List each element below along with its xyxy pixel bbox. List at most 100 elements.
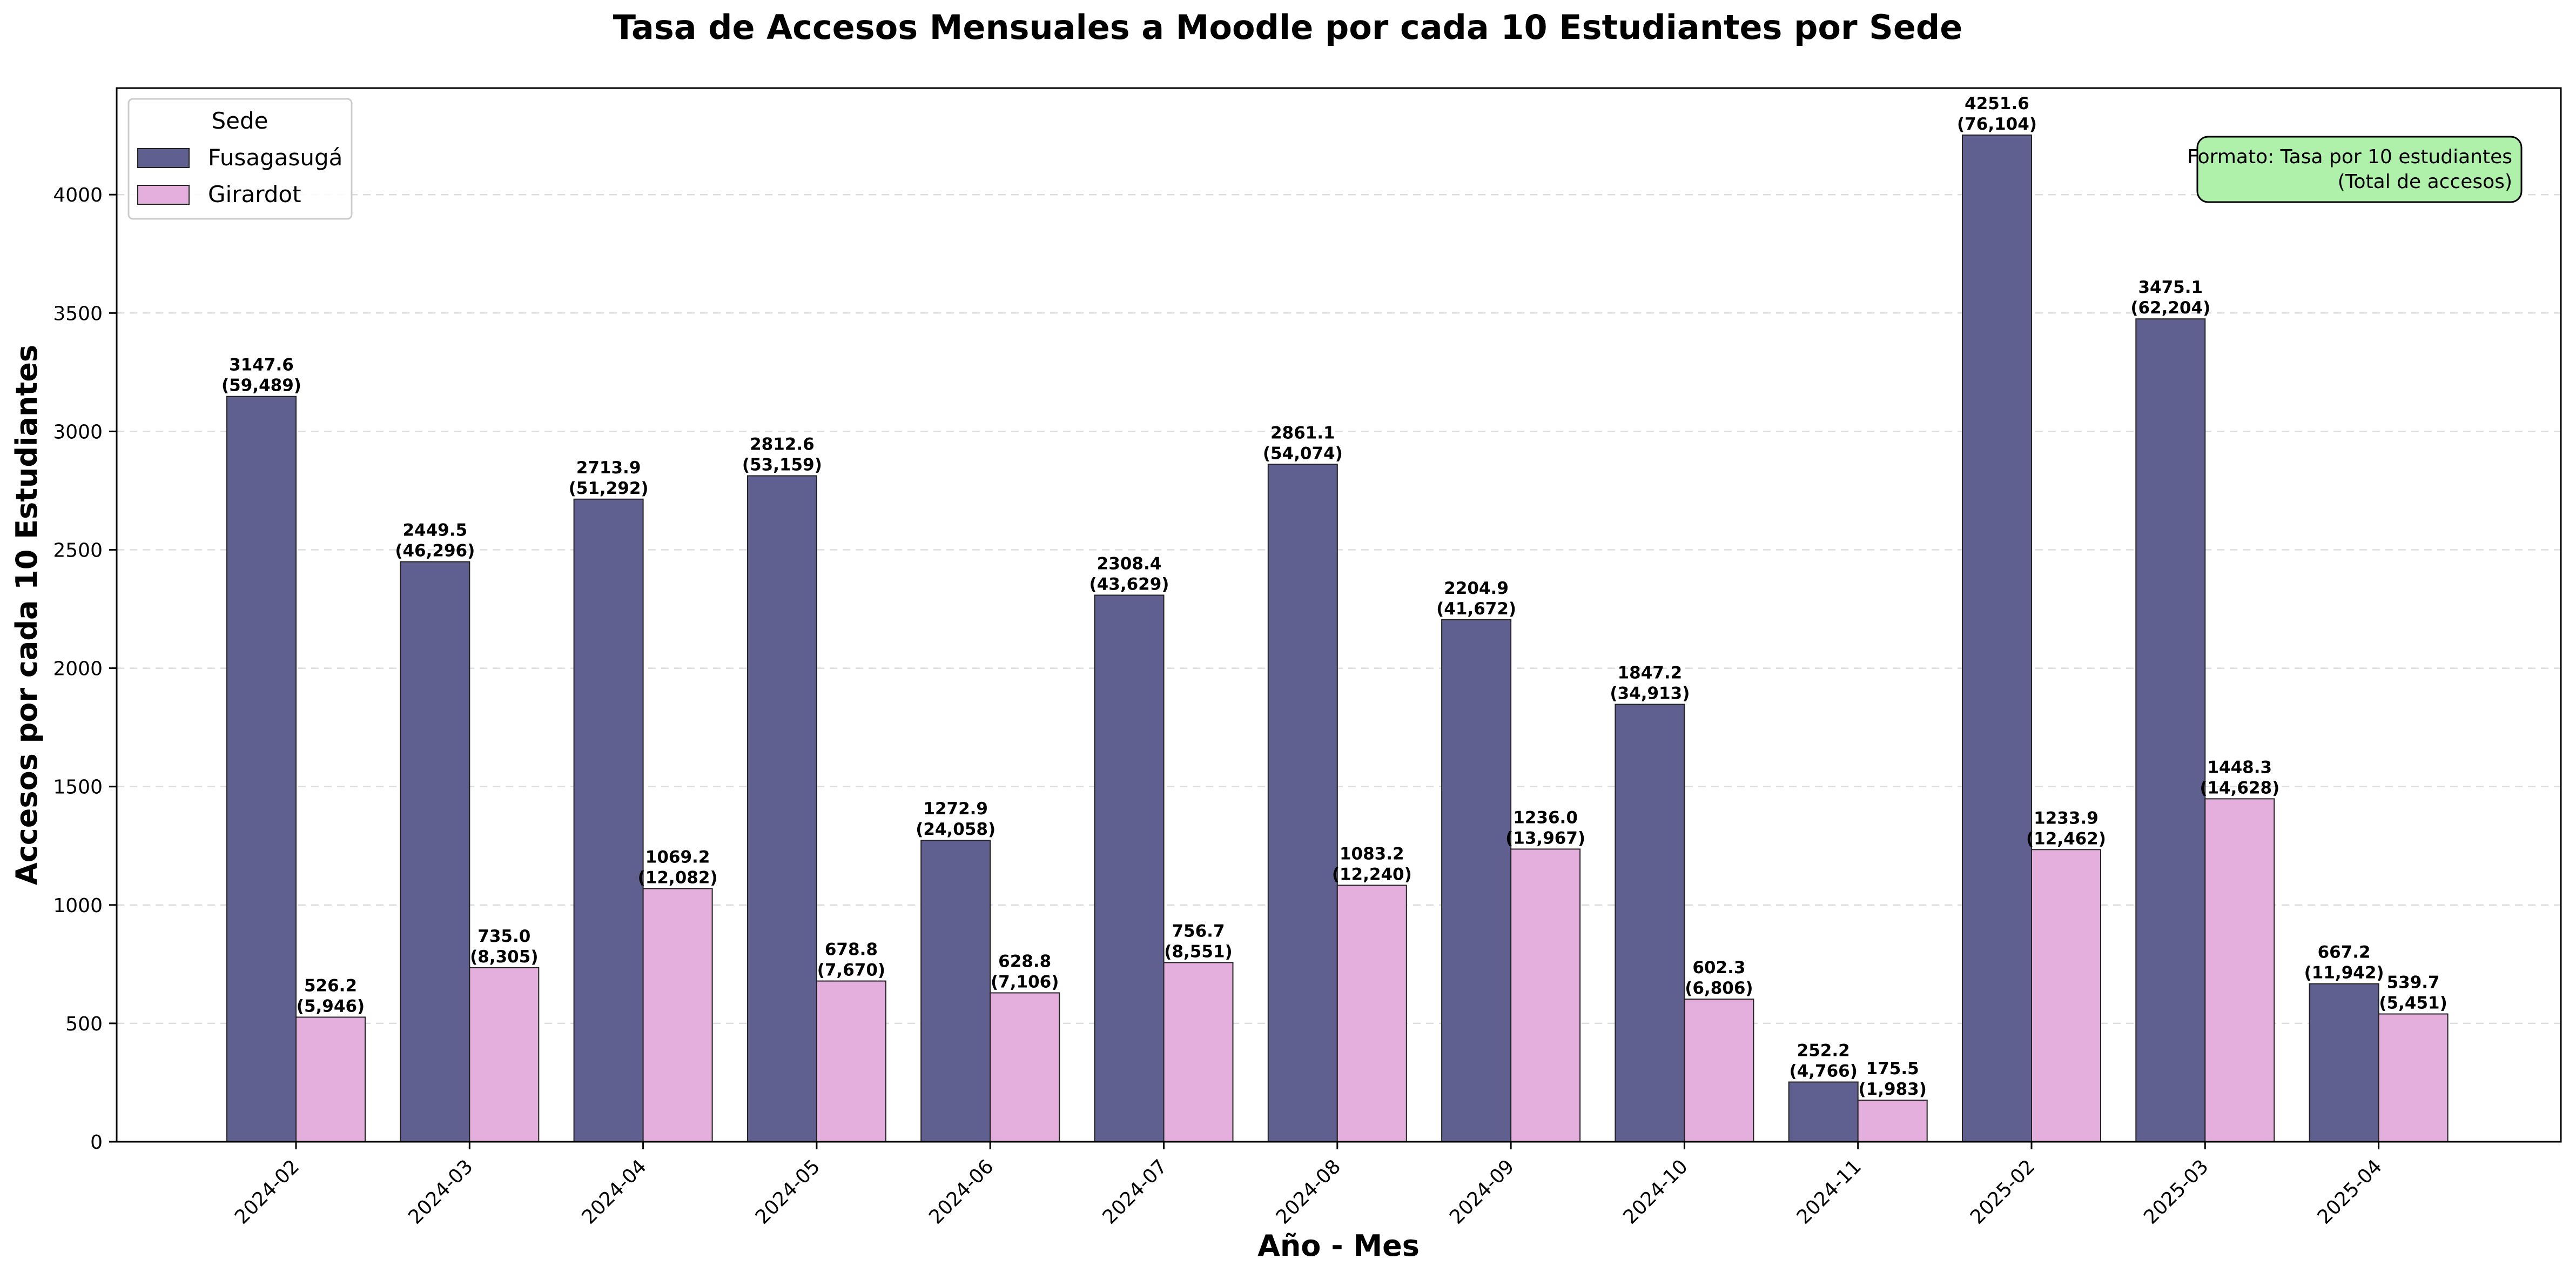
bar-fusagasuga-2024-09 bbox=[1441, 619, 1512, 1142]
bar-fusagasuga-2024-07 bbox=[1094, 594, 1165, 1143]
data-label-value: 2204.9 bbox=[1444, 579, 1509, 598]
data-label-value: 735.0 bbox=[477, 927, 530, 946]
bar-girardot-2024-03 bbox=[469, 967, 540, 1143]
bar-fusagasuga-2024-10 bbox=[1615, 704, 1685, 1143]
data-label-total: (4,766) bbox=[1789, 1061, 1857, 1081]
data-label-total: (34,913) bbox=[1610, 684, 1690, 704]
annotation-line-2: (Total de accesos) bbox=[2338, 171, 2512, 193]
bar-girardot-2024-04 bbox=[642, 888, 713, 1142]
bar-girardot-2024-07 bbox=[1163, 962, 1234, 1142]
data-label-total: (5,946) bbox=[297, 996, 365, 1016]
y-tick-label: 500 bbox=[65, 1013, 103, 1035]
data-label-total: (7,106) bbox=[991, 972, 1059, 992]
data-label-total: (13,967) bbox=[1505, 828, 1585, 848]
data-label-value: 1233.9 bbox=[2034, 808, 2099, 828]
data-label-value: 1847.2 bbox=[1618, 664, 1683, 683]
data-label-total: (53,159) bbox=[742, 456, 822, 475]
data-label-total: (5,451) bbox=[2379, 994, 2447, 1013]
x-axis-label: Año - Mes bbox=[1257, 1229, 1420, 1263]
bar-girardot-2024-06 bbox=[990, 992, 1060, 1142]
data-label-total: (62,204) bbox=[2130, 298, 2210, 318]
data-label-total: (41,672) bbox=[1436, 599, 1516, 619]
data-label-value: 4251.6 bbox=[1965, 94, 2029, 113]
bar-fusagasuga-2024-11 bbox=[1788, 1081, 1859, 1142]
bar-fusagasuga-2024-08 bbox=[1267, 464, 1338, 1142]
data-label-value: 1448.3 bbox=[2207, 758, 2272, 777]
data-label-total: (1,983) bbox=[1858, 1080, 1926, 1099]
data-label-value: 1069.2 bbox=[645, 847, 710, 867]
bar-fusagasuga-2024-05 bbox=[746, 475, 817, 1142]
y-axis-label: Accesos por cada 10 Estudiantes bbox=[10, 345, 44, 885]
x-axis: 2024-02 2024-03 2024-04 2024-05 2024-06 2024-… bbox=[231, 1142, 2386, 1229]
bar-fusagasuga-2025-03 bbox=[2135, 318, 2206, 1142]
data-label-total: (24,058) bbox=[916, 820, 996, 839]
data-label-total: (76,104) bbox=[1957, 115, 2037, 134]
data-label-total: (51,292) bbox=[569, 479, 649, 498]
x-tick-label: 2024-03 bbox=[404, 1155, 477, 1228]
chart-title: Tasa de Accesos Mensuales a Moodle por c… bbox=[613, 8, 1963, 47]
data-label-total: (8,305) bbox=[470, 947, 538, 967]
bar-girardot-2025-03 bbox=[2204, 798, 2275, 1142]
legend: Sede Fusagasugá Girardot bbox=[127, 98, 353, 220]
y-tick-label: 3500 bbox=[53, 303, 103, 325]
data-label-total: (46,296) bbox=[395, 541, 475, 561]
data-label-value: 1236.0 bbox=[1513, 808, 1578, 827]
data-label-value: 3147.6 bbox=[229, 356, 294, 375]
data-label-value: 539.7 bbox=[2387, 973, 2440, 993]
bar-girardot-2024-09 bbox=[1510, 848, 1581, 1143]
bar-girardot-2025-02 bbox=[2031, 849, 2101, 1142]
grid bbox=[117, 193, 2561, 1024]
y-tick-label: 3000 bbox=[53, 421, 103, 443]
data-label-value: 1083.2 bbox=[1340, 844, 1404, 863]
legend-label-girardot: Girardot bbox=[208, 181, 301, 207]
y-tick-label: 2000 bbox=[53, 658, 103, 680]
bar-fusagasuga-2024-04 bbox=[573, 498, 644, 1142]
data-label-value: 678.8 bbox=[825, 940, 878, 960]
data-label-total: (43,629) bbox=[1089, 574, 1169, 594]
y-tick-label: 0 bbox=[90, 1131, 103, 1154]
x-tick-label: 2024-11 bbox=[1793, 1155, 1866, 1228]
x-tick-label: 2024-09 bbox=[1445, 1155, 1518, 1228]
data-label-value: 2308.4 bbox=[1097, 554, 1162, 573]
data-label-total: (8,551) bbox=[1164, 942, 1232, 961]
bar-girardot-2024-10 bbox=[1684, 999, 1754, 1142]
legend-label-fusagasuga: Fusagasugá bbox=[208, 144, 342, 171]
data-labels: 3147.6(59,489) 526.2(5,946) 2449.5(46,296)… bbox=[221, 94, 2447, 1099]
bar-fusagasuga-2024-02 bbox=[226, 396, 297, 1142]
x-tick-label: 2024-04 bbox=[578, 1155, 651, 1228]
legend-swatch-girardot bbox=[137, 185, 190, 205]
x-tick-label: 2024-06 bbox=[925, 1155, 998, 1228]
y-tick-label: 4000 bbox=[53, 184, 103, 206]
data-label-value: 526.2 bbox=[304, 976, 357, 995]
y-axis: 0 500 1000 1500 2000 2500 3000 3500 4000 bbox=[53, 184, 117, 1154]
data-label-value: 756.7 bbox=[1172, 921, 1225, 941]
y-tick-label: 1000 bbox=[53, 895, 103, 917]
bar-girardot-2024-05 bbox=[816, 980, 886, 1143]
x-tick-label: 2025-03 bbox=[2140, 1155, 2212, 1228]
x-tick-label: 2025-04 bbox=[2313, 1155, 2386, 1228]
data-label-total: (7,670) bbox=[817, 961, 885, 980]
format-annotation: Formato: Tasa por 10 estudiantes (Total … bbox=[2187, 136, 2523, 203]
data-label-value: 602.3 bbox=[1692, 958, 1745, 977]
data-label-value: 252.2 bbox=[1797, 1041, 1850, 1060]
data-label-total: (59,489) bbox=[221, 376, 301, 396]
data-label-value: 175.5 bbox=[1866, 1059, 1919, 1079]
data-label-value: 2812.6 bbox=[750, 435, 815, 454]
data-label-total: (12,462) bbox=[2026, 829, 2106, 848]
x-tick-label: 2025-02 bbox=[1966, 1155, 2039, 1228]
bar-girardot-2025-04 bbox=[2378, 1013, 2449, 1142]
x-tick-label: 2024-07 bbox=[1099, 1155, 1172, 1228]
plot-area-frame bbox=[116, 87, 2562, 1143]
x-tick-label: 2024-05 bbox=[751, 1155, 824, 1228]
data-label-value: 2449.5 bbox=[402, 521, 467, 540]
data-label-value: 1272.9 bbox=[923, 799, 988, 819]
bar-fusagasuga-2025-04 bbox=[2309, 983, 2379, 1142]
annotation-box bbox=[2196, 136, 2523, 203]
y-tick-label: 2500 bbox=[53, 539, 103, 561]
data-label-total: (6,806) bbox=[1685, 979, 1753, 998]
bar-fusagasuga-2025-02 bbox=[1962, 134, 2032, 1142]
data-label-value: 2713.9 bbox=[576, 458, 641, 478]
data-label-value: 628.8 bbox=[998, 952, 1051, 971]
data-label-value: 2861.1 bbox=[1270, 423, 1335, 443]
bar-girardot-2024-02 bbox=[295, 1016, 366, 1142]
